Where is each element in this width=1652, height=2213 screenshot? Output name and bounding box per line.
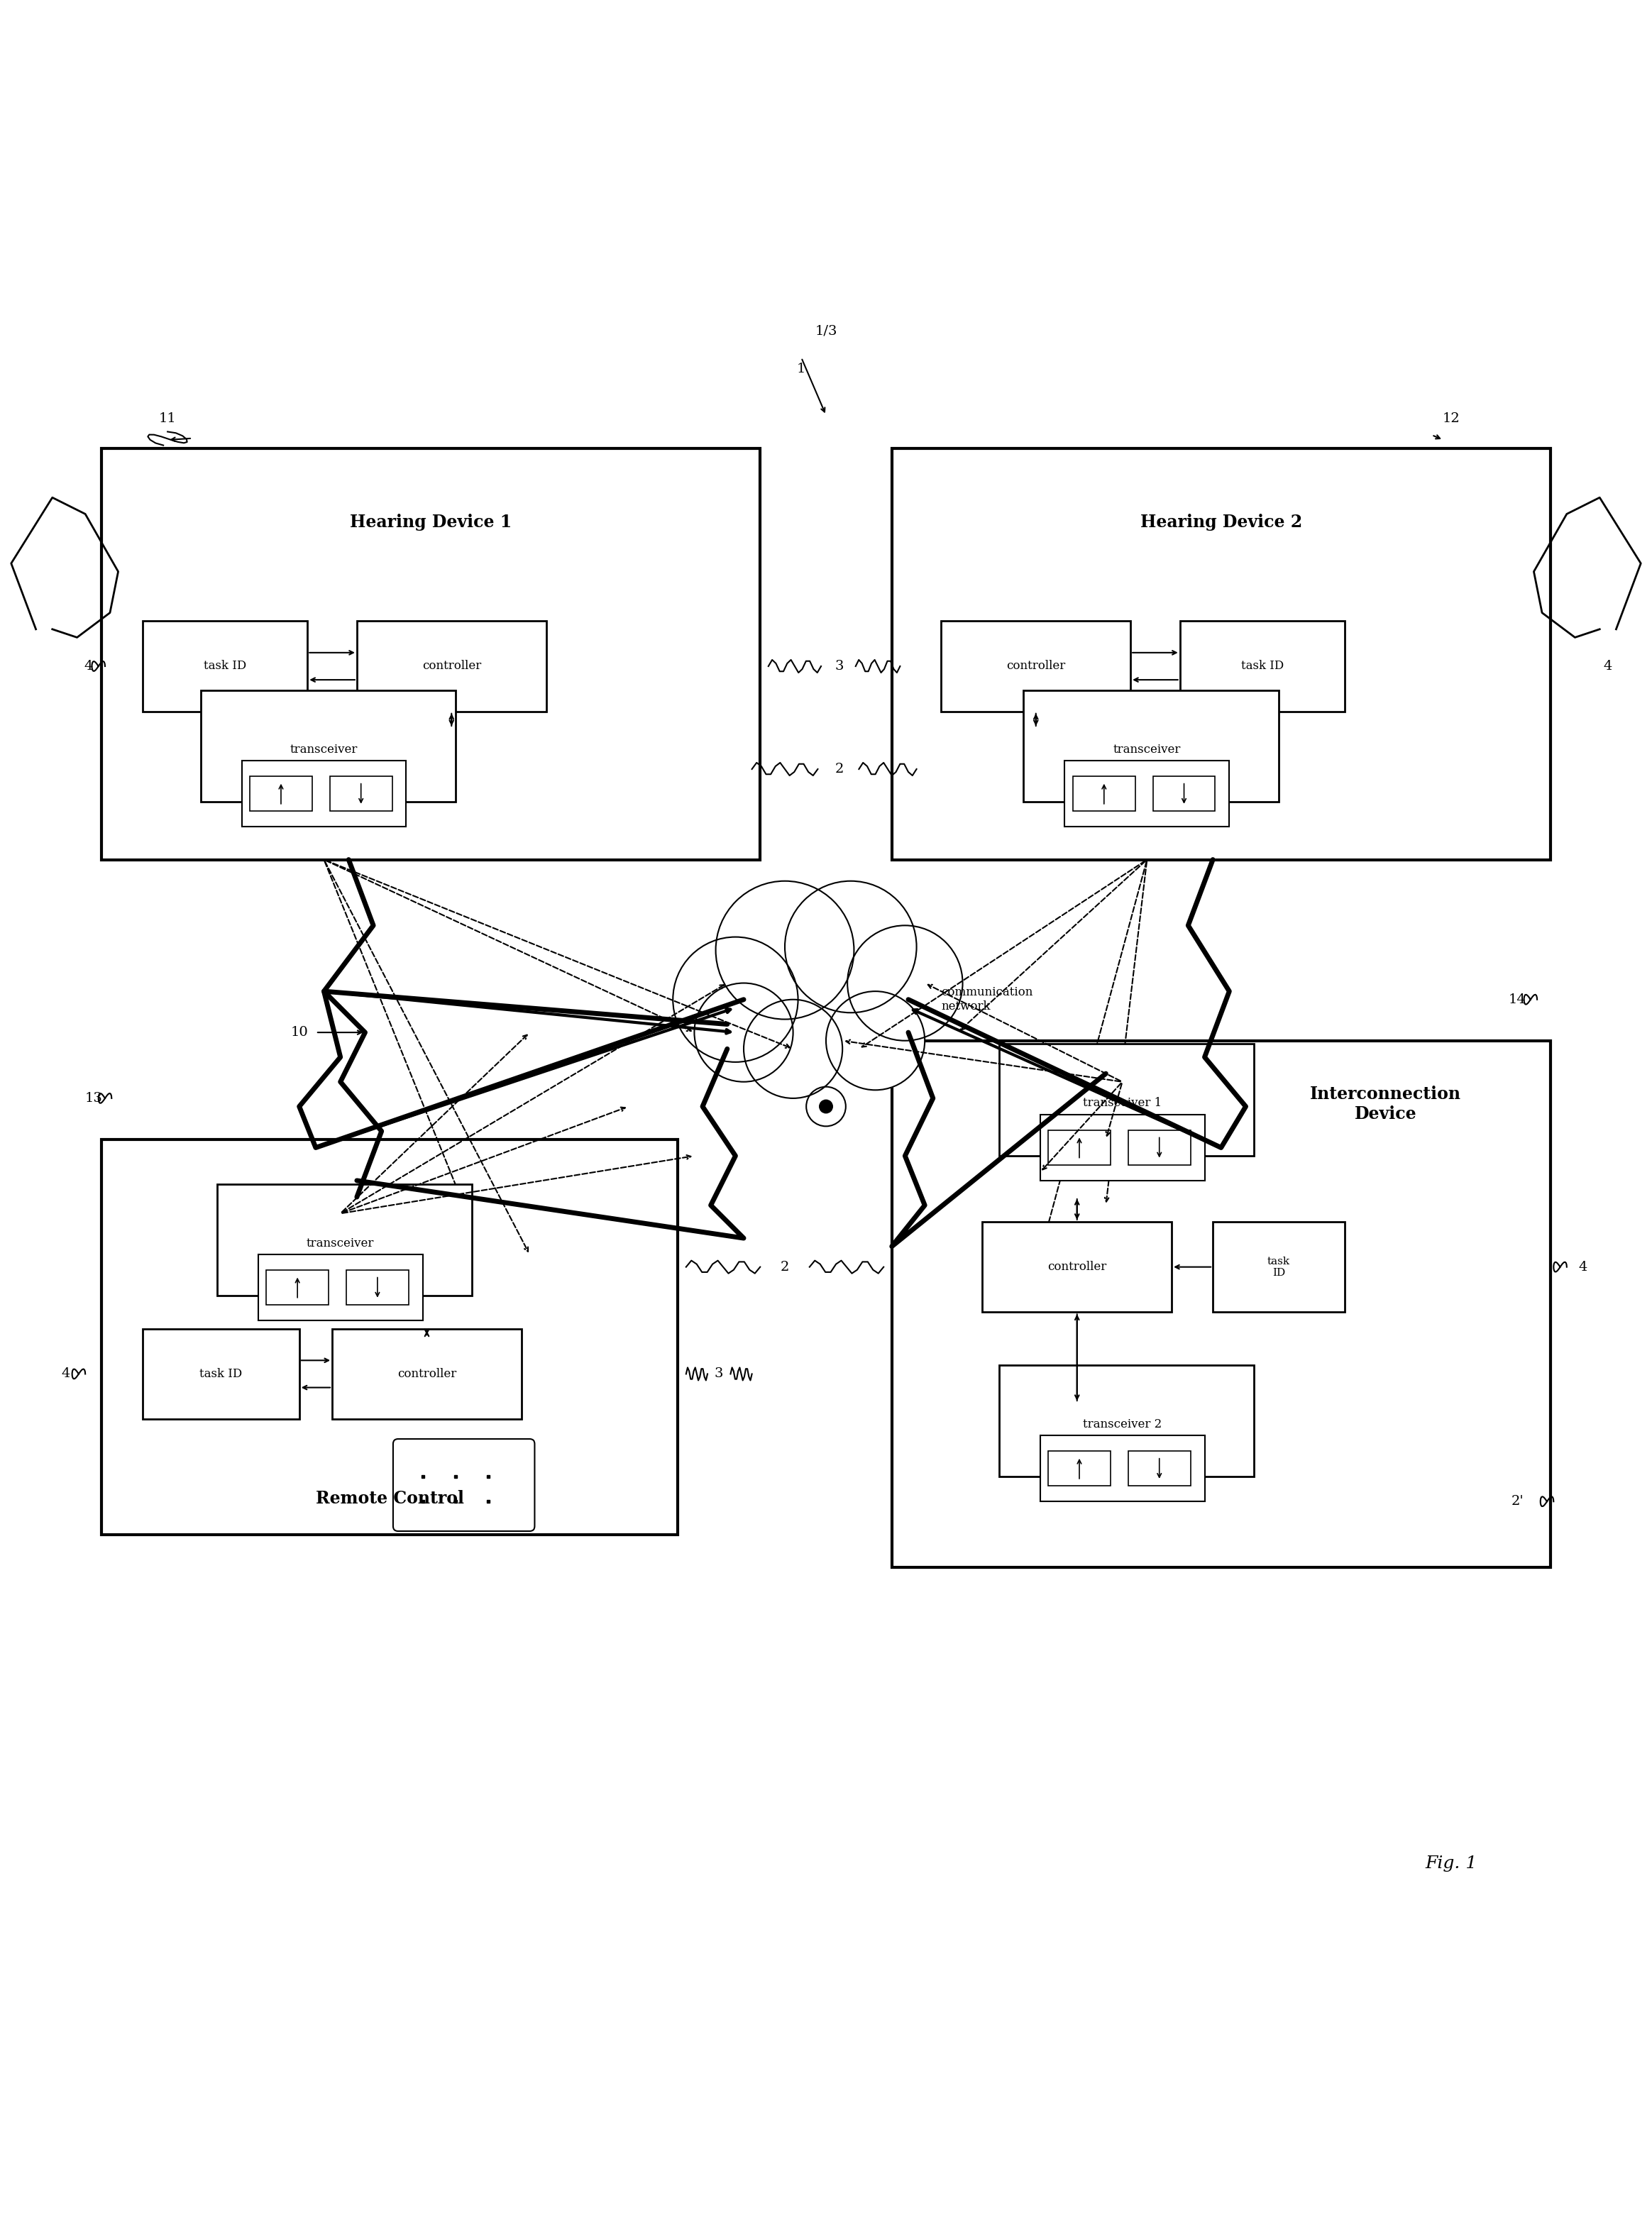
Bar [942, 622, 1130, 713]
Circle shape [715, 881, 854, 1020]
Text: task ID: task ID [203, 659, 246, 673]
Text: Hearing Device 1: Hearing Device 1 [350, 513, 512, 531]
Bar [1049, 1131, 1110, 1164]
Circle shape [826, 991, 925, 1091]
Text: 4: 4 [84, 659, 93, 673]
Text: 10: 10 [291, 1027, 307, 1038]
Bar [142, 1328, 299, 1419]
Text: 1: 1 [796, 363, 806, 376]
Circle shape [806, 1087, 846, 1126]
FancyBboxPatch shape [892, 1040, 1550, 1567]
Bar [999, 1045, 1254, 1155]
Circle shape [785, 881, 917, 1014]
Text: 1/3: 1/3 [814, 325, 838, 339]
Bar [1180, 622, 1345, 713]
Bar [1064, 761, 1229, 828]
Bar [266, 1270, 329, 1306]
Bar [999, 1365, 1254, 1476]
Circle shape [672, 936, 798, 1062]
Text: 3: 3 [715, 1368, 724, 1381]
Text: controller: controller [1047, 1261, 1107, 1272]
Bar [200, 690, 456, 801]
Bar [1128, 1452, 1191, 1485]
Text: controller: controller [1006, 659, 1066, 673]
Text: 12: 12 [1442, 412, 1460, 425]
FancyBboxPatch shape [393, 1438, 535, 1531]
Text: Fig. 1: Fig. 1 [1426, 1854, 1477, 1872]
Text: task ID: task ID [200, 1368, 243, 1381]
Bar [1072, 777, 1135, 812]
Circle shape [819, 1100, 833, 1113]
Bar [1213, 1222, 1345, 1312]
Text: 4: 4 [1579, 1261, 1588, 1272]
Bar [357, 622, 547, 713]
Bar [983, 1222, 1171, 1312]
Text: controller: controller [396, 1368, 456, 1381]
Text: transceiver: transceiver [1113, 744, 1181, 755]
Text: 2': 2' [1512, 1496, 1523, 1507]
Bar [249, 777, 312, 812]
Text: 4: 4 [1604, 659, 1612, 673]
Text: 11: 11 [159, 412, 177, 425]
Text: controller: controller [421, 659, 481, 673]
Circle shape [847, 925, 963, 1040]
Text: transceiver: transceiver [291, 744, 358, 755]
Text: 2: 2 [834, 763, 844, 775]
Circle shape [694, 983, 793, 1082]
Text: transceiver 1: transceiver 1 [1082, 1098, 1161, 1109]
Bar [1041, 1436, 1204, 1500]
Bar [330, 777, 392, 812]
Bar [241, 761, 406, 828]
Bar [347, 1270, 408, 1306]
Text: 4: 4 [61, 1368, 69, 1381]
Bar [1049, 1452, 1110, 1485]
Text: 3: 3 [834, 659, 844, 673]
Text: task
ID: task ID [1267, 1257, 1290, 1277]
Text: transceiver 2: transceiver 2 [1082, 1419, 1161, 1430]
Text: 13: 13 [84, 1091, 102, 1104]
Bar [1024, 690, 1279, 801]
Text: Hearing Device 2: Hearing Device 2 [1140, 513, 1302, 531]
Bar [1153, 777, 1216, 812]
FancyBboxPatch shape [102, 449, 760, 859]
Text: 14: 14 [1508, 994, 1526, 1007]
Bar [1128, 1131, 1191, 1164]
Bar [258, 1255, 423, 1321]
FancyBboxPatch shape [892, 449, 1550, 859]
Circle shape [743, 1000, 843, 1098]
Bar [332, 1328, 522, 1419]
Text: Remote Control: Remote Control [316, 1489, 464, 1507]
Bar [142, 622, 307, 713]
FancyBboxPatch shape [102, 1140, 677, 1534]
Text: transceiver: transceiver [307, 1237, 375, 1248]
Text: Interconnection
Device: Interconnection Device [1310, 1087, 1462, 1122]
Bar [1041, 1115, 1204, 1180]
Bar [216, 1184, 472, 1297]
Text: 2: 2 [780, 1261, 790, 1272]
Text: communication
network: communication network [942, 987, 1032, 1014]
Text: task ID: task ID [1241, 659, 1284, 673]
